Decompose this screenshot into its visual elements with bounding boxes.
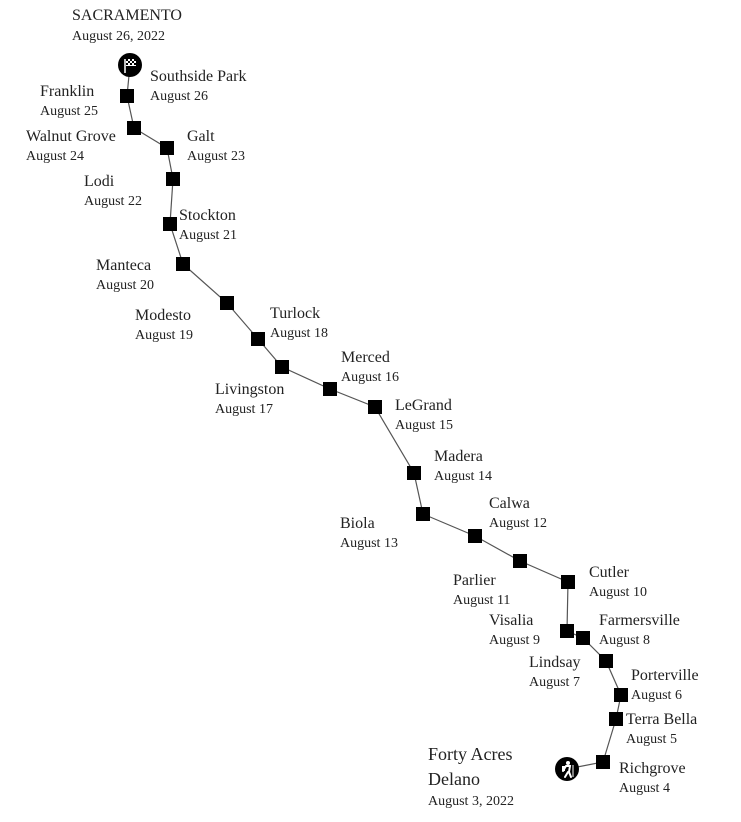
stop-date: August 6	[631, 688, 682, 703]
stop-marker	[127, 121, 141, 135]
stop-name: Stockton	[179, 207, 236, 224]
stop-name: Madera	[434, 448, 483, 465]
stop-marker	[576, 631, 590, 645]
stop-date: August 10	[589, 585, 647, 600]
stop-name: Parlier	[453, 572, 496, 589]
hiker-icon	[555, 757, 579, 781]
stop-marker	[220, 296, 234, 310]
stop-name: Franklin	[40, 83, 94, 100]
stop-marker	[614, 688, 628, 702]
stop-name: Terra Bella	[626, 711, 697, 728]
stop-marker	[275, 360, 289, 374]
stop-date: August 11	[453, 593, 510, 608]
origin-name-line2: Delano	[428, 769, 480, 789]
origin-name-line1: Forty Acres	[428, 744, 513, 764]
stop-date: August 20	[96, 278, 154, 293]
stop-name: Turlock	[270, 305, 320, 322]
destination-date: August 26, 2022	[72, 29, 165, 44]
stop-name: Manteca	[96, 257, 151, 274]
stop-marker	[416, 507, 430, 521]
stop-date: August 12	[489, 516, 547, 531]
stop-date: August 9	[489, 633, 540, 648]
stop-date: August 16	[341, 370, 399, 385]
stop-date: August 15	[395, 418, 453, 433]
stop-marker	[368, 400, 382, 414]
stop-marker	[609, 712, 623, 726]
stop-marker	[407, 466, 421, 480]
stop-marker	[468, 529, 482, 543]
checkered-flag-icon	[118, 53, 142, 77]
stop-date: August 26	[150, 89, 208, 104]
stop-name: Modesto	[135, 307, 191, 324]
stop-marker	[176, 257, 190, 271]
stop-date: August 14	[434, 469, 492, 484]
destination-name: SACRAMENTO	[72, 7, 182, 24]
stop-name: Galt	[187, 128, 215, 145]
stop-date: August 25	[40, 104, 98, 119]
stop-name: Southside Park	[150, 68, 246, 85]
stop-name: Porterville	[631, 667, 699, 684]
stop-date: August 17	[215, 402, 273, 417]
stop-date: August 8	[599, 633, 650, 648]
stop-name: Lodi	[84, 173, 115, 190]
stop-marker	[513, 554, 527, 568]
stop-date: August 24	[26, 149, 84, 164]
stop-name: Visalia	[489, 612, 533, 629]
stop-marker	[251, 332, 265, 346]
stop-marker	[323, 382, 337, 396]
stop-markers	[120, 89, 628, 769]
stop-name: Lindsay	[529, 654, 581, 671]
stop-name: Livingston	[215, 381, 284, 398]
stop-name: Cutler	[589, 564, 630, 581]
stop-name: Richgrove	[619, 760, 686, 777]
stop-date: August 7	[529, 675, 580, 690]
stop-date: August 23	[187, 149, 245, 164]
stop-date: August 4	[619, 781, 670, 796]
stop-marker	[596, 755, 610, 769]
stop-name: Merced	[341, 349, 390, 366]
stop-date: August 19	[135, 328, 193, 343]
stop-name: Farmersville	[599, 612, 680, 629]
stop-name: LeGrand	[395, 397, 452, 414]
stop-date: August 5	[626, 732, 677, 747]
stop-name: Walnut Grove	[26, 128, 116, 145]
stop-marker	[561, 575, 575, 589]
stop-date: August 22	[84, 194, 142, 209]
stop-marker	[560, 624, 574, 638]
stop-name: Biola	[340, 515, 375, 532]
stop-marker	[163, 217, 177, 231]
stop-date: August 13	[340, 536, 398, 551]
origin-date: August 3, 2022	[428, 794, 514, 809]
stop-marker	[120, 89, 134, 103]
stop-marker	[160, 141, 174, 155]
stop-marker	[599, 654, 613, 668]
stop-name: Calwa	[489, 495, 530, 512]
stop-date: August 18	[270, 326, 328, 341]
stop-labels: Richgrove August 4 Terra Bella August 5 Port…	[26, 68, 699, 796]
stop-date: August 21	[179, 228, 237, 243]
stop-marker	[166, 172, 180, 186]
